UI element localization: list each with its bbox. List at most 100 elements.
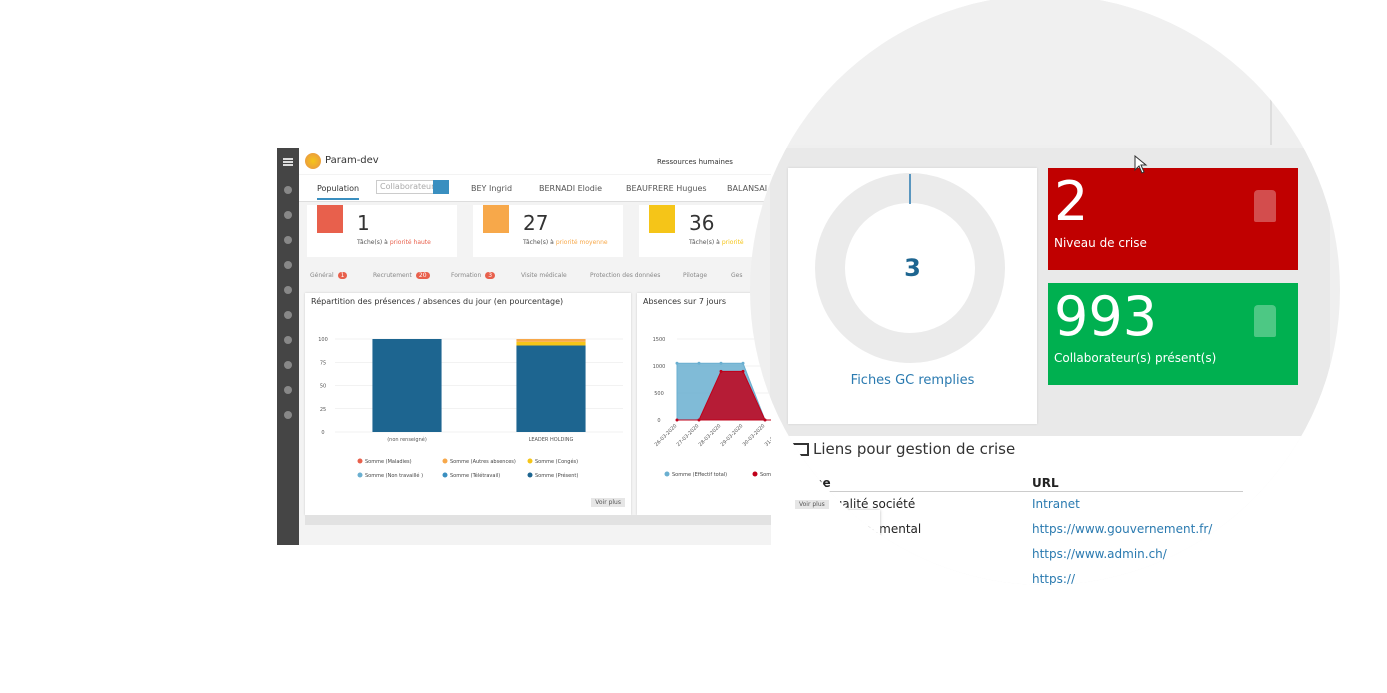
app-window: Param-dev Ressources humaines Population… [277,148,771,545]
point [675,361,679,365]
links-title: Liens pour gestion de crise [813,440,1016,458]
pin-icon [1254,305,1276,337]
legend-label: Somme (Effectif total) [672,472,727,478]
section-tab[interactable]: Ges [731,272,743,279]
y-tick-label: 25 [320,407,326,413]
section-tab[interactable]: Protection des données [590,272,661,279]
task-count: 36 [689,211,715,235]
legend-label: Somme (Autres absences) [450,459,516,465]
task-card: 36 Tâche(s) à priorité [639,205,771,257]
badge: 1 [337,272,348,279]
links-panel: Liens pour gestion de crise ne URL tualité… [770,436,1330,586]
legend-label: Somme (Télétravail) [450,472,500,479]
zoom-header [760,0,1272,145]
see-more-button[interactable]: Voir plus [591,498,625,507]
x-tick-label: LEADER HOLDING [529,437,574,443]
point [763,418,767,422]
link-url[interactable]: Intranet [1032,497,1080,511]
person-tab[interactable]: BALANSAI [727,184,768,193]
bar-segment [516,341,586,346]
kpi-label: Niveau de crise [1054,236,1147,250]
y-tick-label: 50 [320,384,326,390]
sidebar-icons[interactable] [284,186,292,194]
link-name: tualité société [830,497,916,511]
y-tick-label: 0 [321,430,324,436]
point [697,361,701,365]
top-bar: Param-dev Ressources humaines [299,148,771,174]
person-tab[interactable]: BEAUFRERE Hugues [626,184,707,193]
section-tab[interactable]: Visite médicale [521,272,567,279]
kpi-card: 2 Niveau de crise [1048,168,1298,270]
population-tab[interactable]: Population [317,184,360,200]
link-url[interactable]: https://www.admin.ch/ [1032,547,1167,561]
task-icon [317,205,343,233]
donut-value: 3 [904,254,921,282]
point [675,418,679,422]
task-priority: priorité [721,239,744,246]
point [741,369,745,373]
pin-icon [1254,190,1276,222]
chart-title: Absences sur 7 jours [643,297,727,306]
kpi-label: Collaborateur(s) présent(s) [1054,351,1217,365]
bar-segment [372,339,442,432]
legend-swatch [752,471,758,477]
section-tab[interactable]: Recrutement 20 [373,272,430,279]
link-url[interactable]: https:// [1032,572,1076,586]
y-tick-label: 75 [320,360,326,366]
search-input[interactable]: Collaborateur [376,180,435,194]
task-label: Tâche(s) à priorité moyenne [523,239,608,246]
x-tick-label: 27-03-2020 [676,423,701,448]
point [719,361,723,365]
kpi-card: 993 Collaborateur(s) présent(s) [1048,283,1298,385]
legend-swatch [357,458,363,464]
task-icon [483,205,509,233]
donut-label: Fiches GC remplies [850,373,975,388]
x-tick-label: (non renseigné) [387,436,427,443]
legend-label: Somme (Présent) [535,472,578,479]
legend-swatch [442,458,448,464]
legend-label: Somme (Non travaillé ) [365,472,423,479]
bar-segment [516,345,586,432]
legend-swatch [664,471,670,477]
person-tab[interactable]: BERNADI Elodie [539,184,603,193]
task-priority: priorité moyenne [555,239,608,246]
point [719,369,723,373]
toolbar: Population Collaborateur BEY Ingrid BERN… [299,175,771,202]
table-rule [790,491,1243,492]
link-url[interactable]: https://www.gouvernement.fr/ [1032,522,1213,536]
bar-segment [516,339,586,342]
logo [305,153,321,169]
badge: 20 [415,272,430,279]
section-tab[interactable]: Général 1 [310,272,348,279]
task-priority: priorité haute [389,239,431,246]
donut-card: 3 Fiches GC remplies [788,168,1037,424]
task-card: 27 Tâche(s) à priorité moyenne [473,205,623,257]
sidebar [277,148,299,545]
menu-icon[interactable] [283,158,293,160]
x-tick-label: 30-03-2020 [742,423,767,448]
legend-label: Somme (Absent) [760,472,771,478]
table-icon [792,443,809,456]
y-tick-label: 500 [654,391,664,397]
task-label: Tâche(s) à priorité haute [357,239,431,246]
search-button[interactable] [433,180,449,194]
section-tab[interactable]: Pilotage [683,272,708,279]
person-tab[interactable]: BEY Ingrid [471,184,513,193]
y-tick-label: 1000 [653,364,666,370]
kpi-value: 993 [1054,285,1158,348]
x-tick-label: 28-03-2020 [698,423,723,448]
chart-panel: Répartition des présences / absences du … [305,293,631,515]
app-name: Param-dev [325,155,379,166]
x-tick-label: 29-03-2020 [720,423,745,448]
donut [815,173,1005,363]
see-more-button[interactable]: Voir plus [795,500,829,509]
y-tick-label: 0 [657,418,660,424]
chart-title: Répartition des présences / absences du … [311,297,564,306]
y-tick-label: 1500 [653,337,666,343]
task-icon [649,205,675,233]
section-tab[interactable]: Formation 3 [451,272,496,279]
task-label: Tâche(s) à priorité [689,239,744,246]
legend-label: Somme (Maladies) [365,459,412,465]
